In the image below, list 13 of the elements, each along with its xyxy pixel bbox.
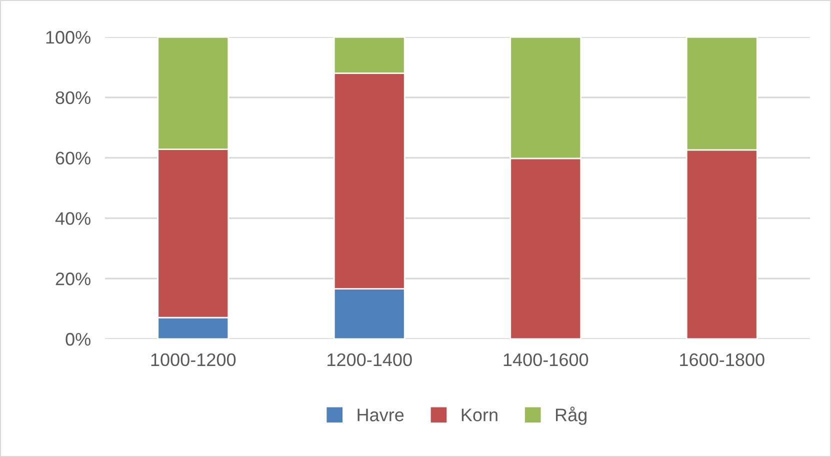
legend-label: Korn	[462, 408, 498, 422]
x-tick-label: 1200-1400	[328, 353, 412, 366]
y-tick-label: 20%	[56, 272, 90, 286]
x-tick-label: 1000-1200	[151, 353, 236, 366]
x-tick-label: 1400-1600	[504, 353, 588, 366]
y-tick-label: 0%	[66, 332, 90, 346]
legend-label: Havre	[358, 408, 404, 422]
y-tick-label: 80%	[56, 91, 90, 104]
y-tick-label: 100%	[46, 30, 90, 44]
y-tick-label: 40%	[55, 212, 90, 225]
x-tick-label: 1600-1800	[680, 353, 764, 366]
y-tick-label: 60%	[56, 152, 90, 165]
legend-label: Råg	[556, 406, 586, 425]
